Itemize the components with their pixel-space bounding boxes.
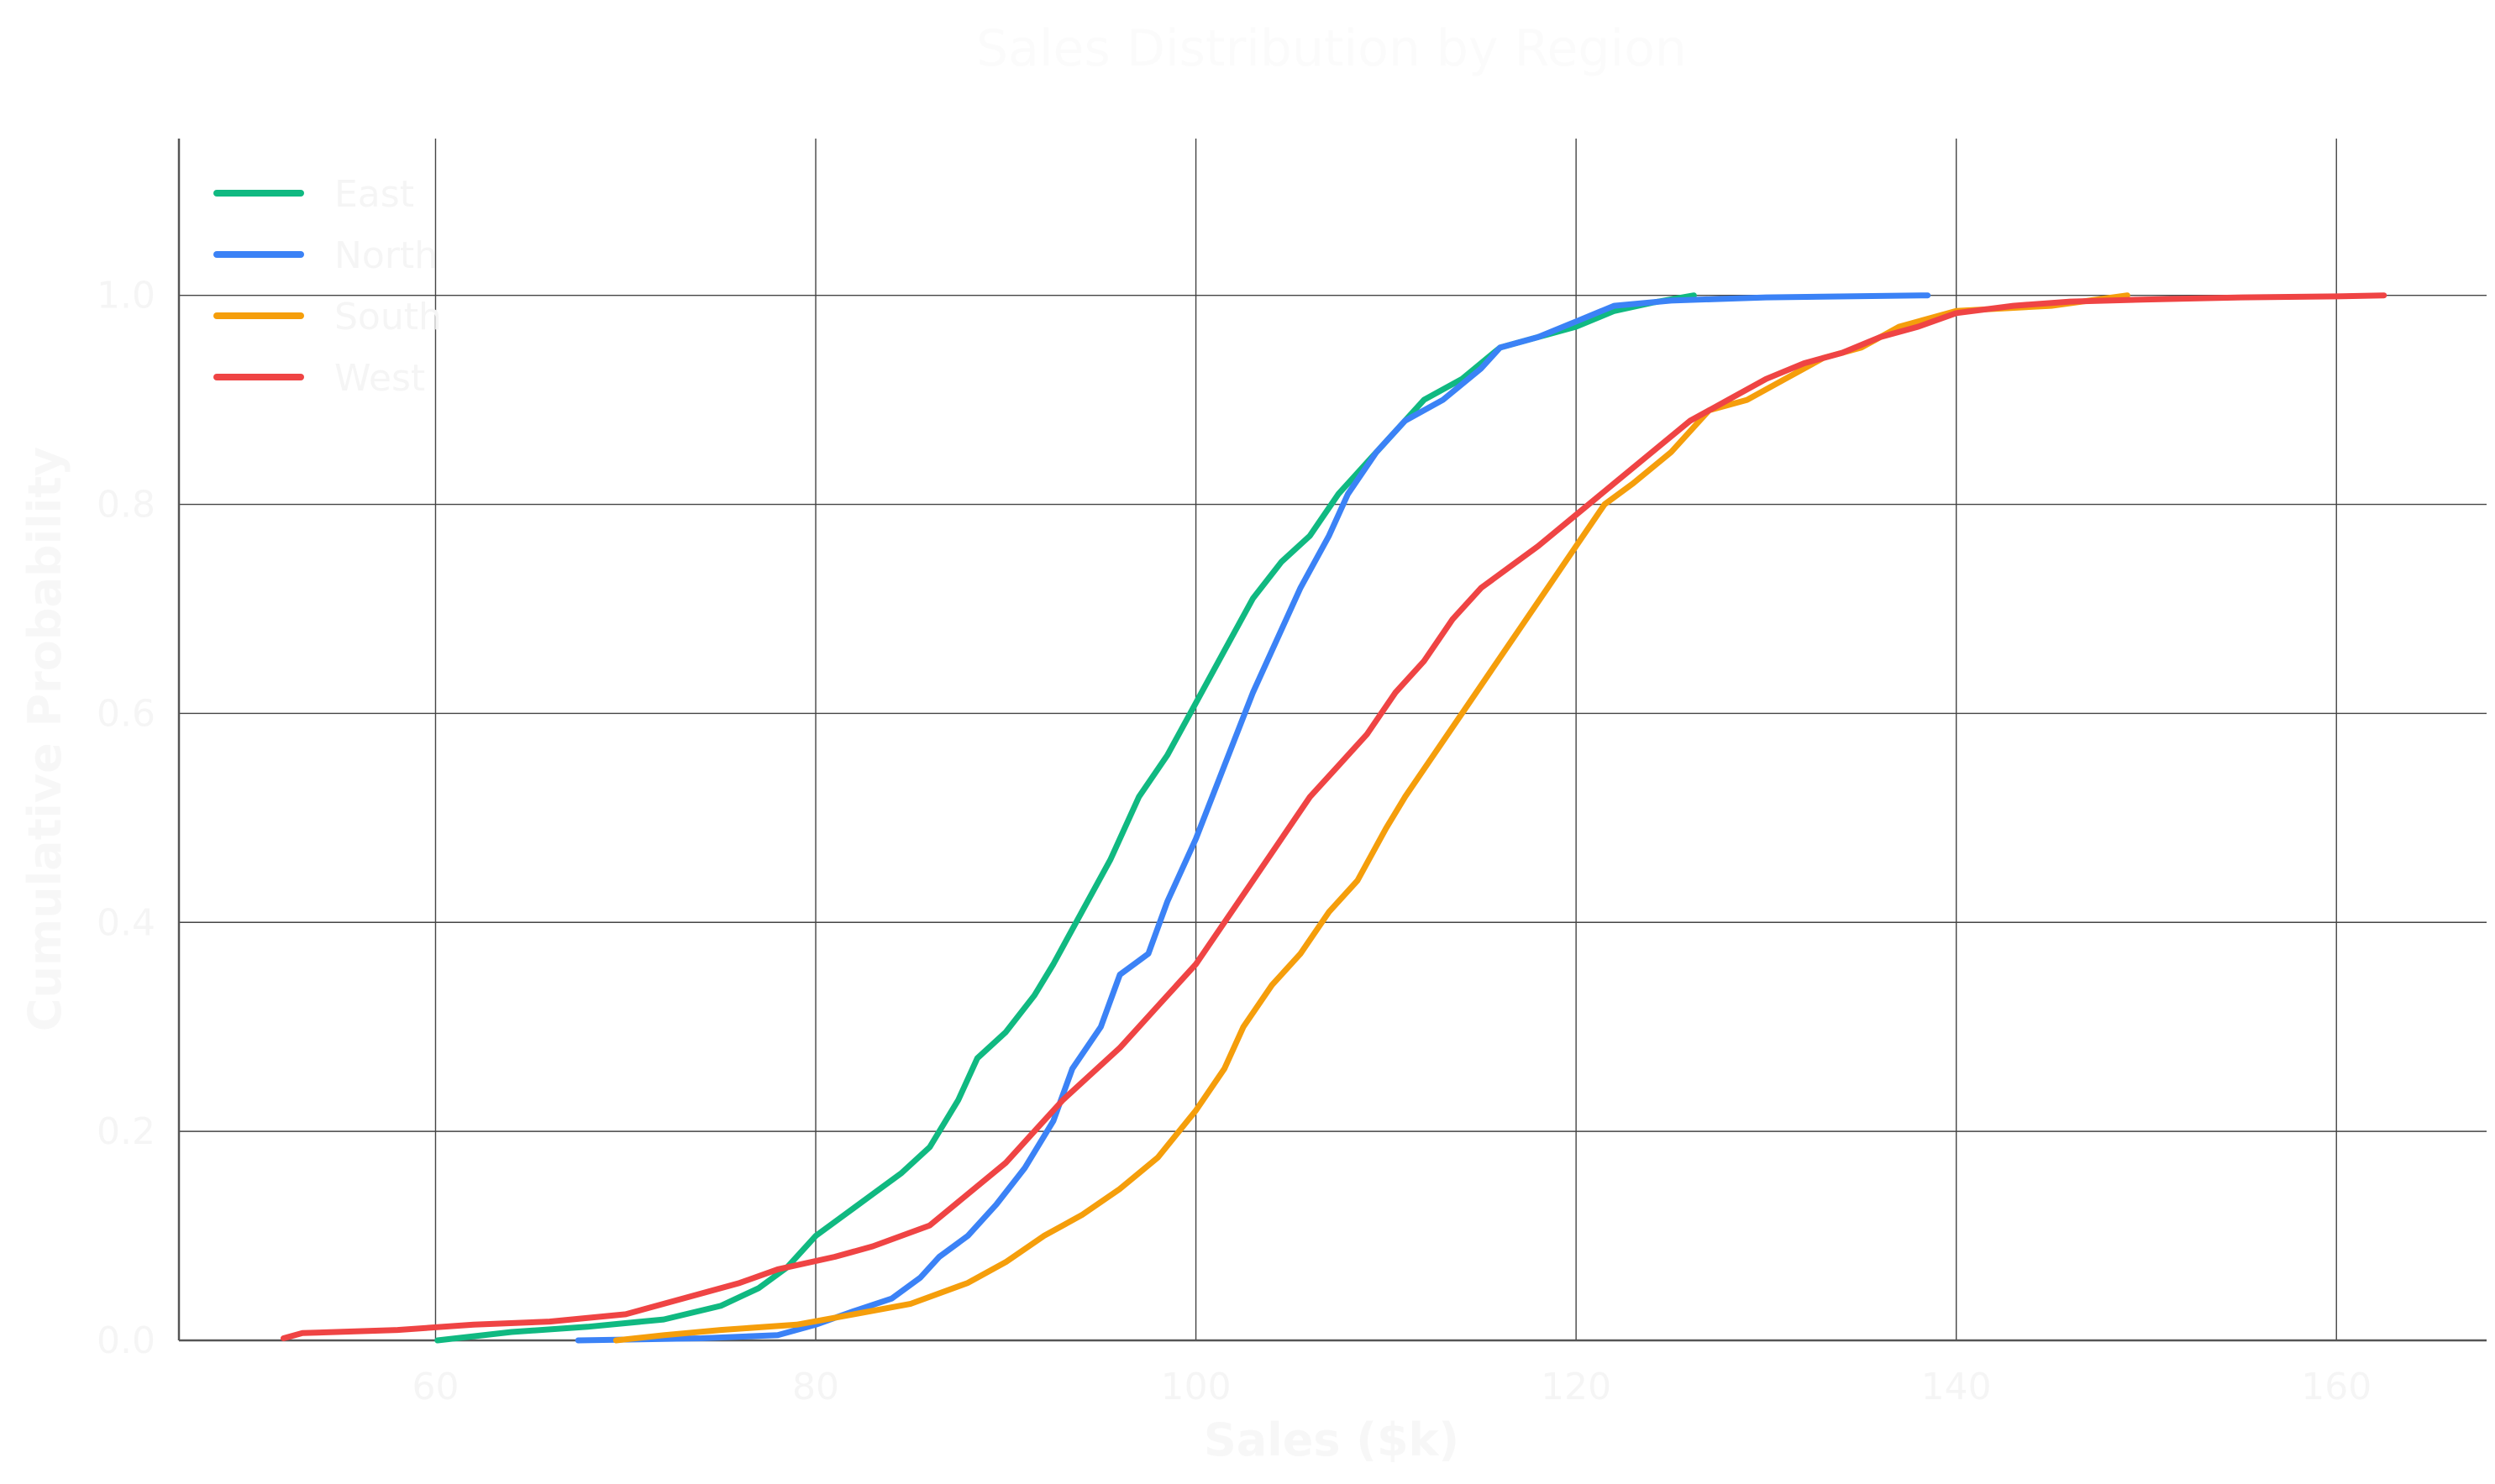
y-tick-label: 1.0 — [97, 275, 155, 317]
y-tick-labels: 0.0 0.2 0.4 0.6 0.8 1.0 — [97, 275, 155, 1362]
series-lines — [281, 292, 2387, 1344]
chart-title: Sales Distribution by Region — [976, 19, 1687, 78]
series-line-north — [575, 292, 1931, 1344]
legend-label-east: East — [334, 173, 414, 216]
series-line-east — [434, 292, 1697, 1344]
legend-label-north: North — [334, 234, 438, 277]
y-tick-label: 0.0 — [97, 1319, 155, 1362]
legend-label-west: West — [334, 357, 425, 400]
grid-lines — [179, 139, 2487, 1340]
legend-label-south: South — [334, 296, 442, 338]
x-tick-label: 140 — [1921, 1366, 1992, 1408]
x-tick-label: 160 — [2301, 1366, 2372, 1408]
y-tick-label: 0.2 — [97, 1110, 155, 1153]
series-line-south — [612, 292, 2130, 1344]
y-axis-label: Cumulative Probability — [18, 447, 71, 1031]
y-tick-label: 0.6 — [97, 692, 155, 735]
x-tick-label: 80 — [792, 1366, 839, 1408]
x-tick-label: 60 — [412, 1366, 459, 1408]
x-tick-label: 100 — [1161, 1366, 1232, 1408]
series-line-west — [281, 292, 2387, 1341]
x-tick-label: 120 — [1541, 1366, 1611, 1408]
x-tick-labels: 60 80 100 120 140 160 — [412, 1366, 2372, 1408]
legend: East North South West — [213, 173, 442, 400]
y-tick-label: 0.8 — [97, 484, 155, 527]
y-tick-label: 0.4 — [97, 901, 155, 944]
x-axis-label: Sales ($k) — [1204, 1413, 1459, 1466]
